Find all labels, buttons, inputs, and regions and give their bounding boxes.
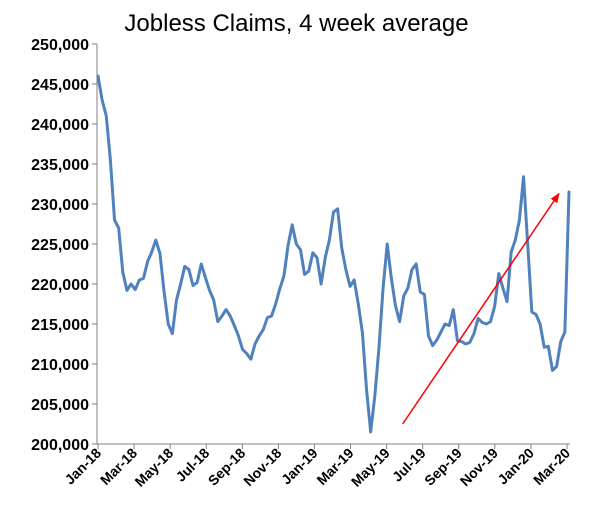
x-tick-label: Jan-20 xyxy=(494,445,537,488)
x-tick-label: Jan-19 xyxy=(278,445,321,488)
x-tick-label: Nov-19 xyxy=(457,445,501,489)
y-tick-label: 200,000 xyxy=(31,437,89,454)
y-tick-label: 250,000 xyxy=(31,37,89,54)
y-tick-label: 235,000 xyxy=(31,157,89,174)
y-tick-label: 240,000 xyxy=(31,117,89,134)
y-tick-label: 205,000 xyxy=(31,397,89,414)
y-tick-label: 230,000 xyxy=(31,197,89,214)
x-tick-label: Sep-19 xyxy=(421,445,465,489)
y-tick-label: 215,000 xyxy=(31,317,89,334)
trend-arrow xyxy=(401,192,560,425)
y-tick-label: 225,000 xyxy=(31,237,89,254)
x-tick-label: Nov-18 xyxy=(240,445,284,489)
x-tick-label: May-19 xyxy=(348,445,393,490)
y-tick-label: 220,000 xyxy=(31,277,89,294)
x-tick-label: May-18 xyxy=(131,445,176,490)
series-line xyxy=(96,74,571,434)
x-tick-label: Sep-18 xyxy=(205,445,249,489)
x-tick-label: Mar-20 xyxy=(530,445,573,488)
y-tick-label: 210,000 xyxy=(31,357,89,374)
chart-title: Jobless Claims, 4 week average xyxy=(124,10,469,37)
y-tick-label: 245,000 xyxy=(31,77,89,94)
